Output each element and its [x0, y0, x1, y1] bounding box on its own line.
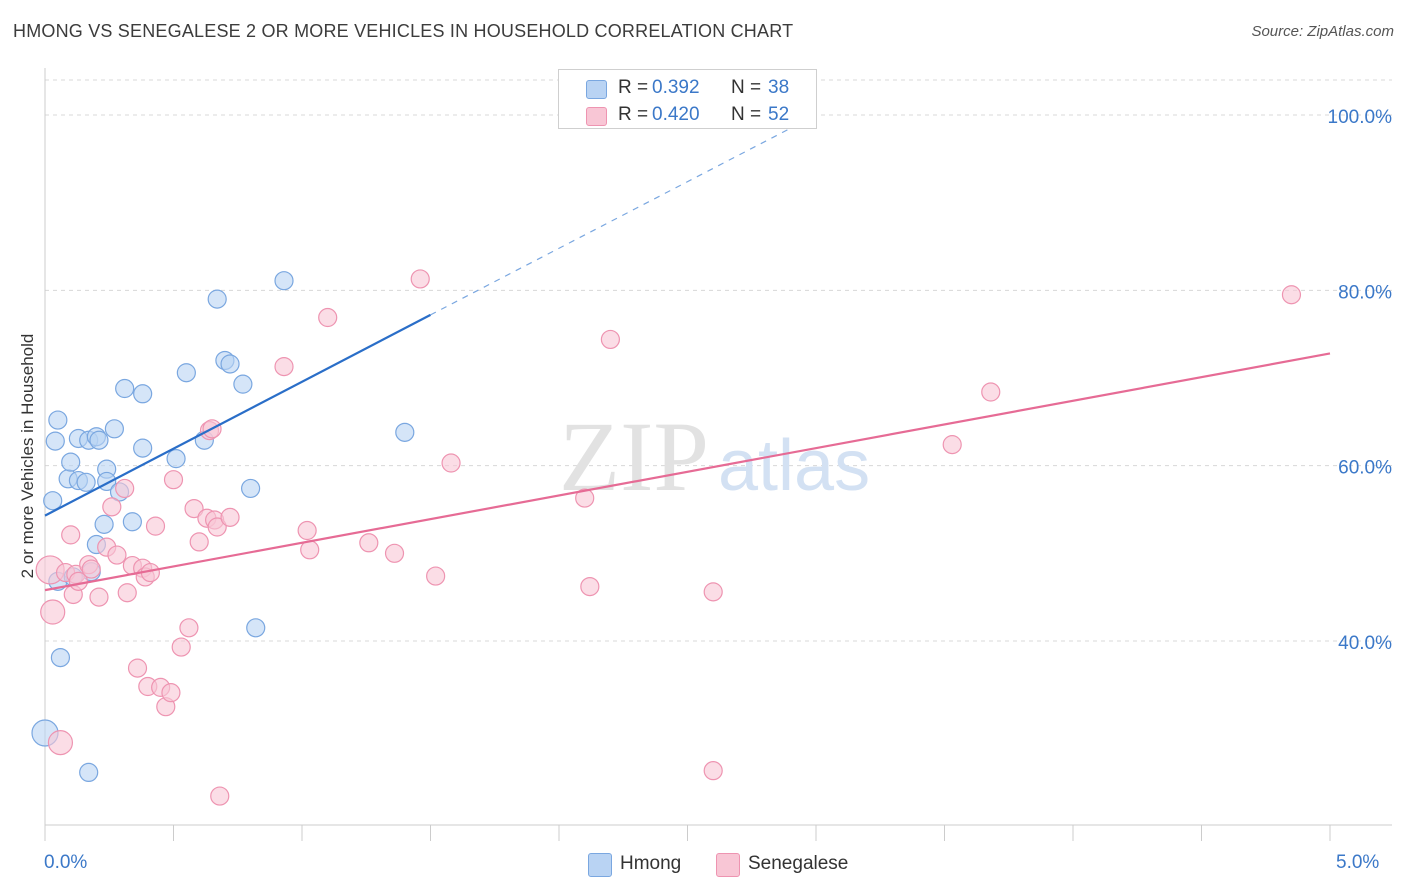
hmong-point [61, 452, 81, 472]
grid-layer [45, 79, 1392, 642]
hmong-point [166, 449, 186, 469]
hmong-point [133, 438, 153, 458]
senegalese-point [145, 516, 166, 536]
hmong-point [241, 478, 261, 499]
hmong-point [133, 384, 153, 404]
hmong-point [104, 419, 124, 439]
senegalese-point [575, 488, 595, 508]
legend-n-value-hmong: 38 [768, 77, 790, 98]
senegalese-point [81, 559, 101, 579]
legend-r-value-hmong: 0.392 [652, 77, 700, 98]
watermark-atlas: atlas [718, 426, 870, 506]
senegalese-trend-line [44, 352, 1331, 592]
hmong-point [176, 363, 196, 383]
y-axis-label: 2 or more Vehicles in Household [18, 333, 37, 579]
senegalese-point [127, 658, 148, 678]
legend-name-hmong: Hmong [620, 853, 682, 874]
senegalese-point [61, 525, 81, 545]
senegalese-point [210, 786, 230, 806]
senegalese-point [184, 498, 204, 519]
axis-layer [44, 68, 1392, 841]
senegalese-point [580, 576, 600, 597]
y-tick-label: 60.0% [1338, 458, 1392, 479]
y-tick-label: 80.0% [1338, 282, 1392, 303]
hmong-trend-extension [430, 114, 817, 316]
senegalese-point [426, 566, 446, 586]
hmong-point [50, 647, 71, 668]
senegalese-swatch [716, 853, 740, 877]
senegalese-point [942, 435, 962, 455]
y-tick-label: 100.0% [1328, 107, 1393, 128]
senegalese-point [600, 329, 621, 350]
senegalese-point [107, 545, 127, 565]
x-tick-min: 0.0% [44, 852, 88, 873]
hmong-point [274, 271, 294, 291]
source-label: Source: ZipAtlas.com [1251, 23, 1394, 40]
stats-legend: R = 0.392 N = 38 R = 0.420 N = 52 [558, 69, 817, 129]
trend-layer [44, 114, 1331, 592]
hmong-swatch [588, 853, 612, 877]
senegalese-point [179, 618, 199, 638]
legend-r-label: R = [618, 77, 649, 98]
senegalese-point [161, 683, 181, 703]
hmong-point [45, 431, 65, 451]
senegalese-point [47, 730, 74, 756]
legend-n-label: N = [731, 104, 762, 125]
senegalese-point [115, 478, 135, 499]
senegalese-point [171, 637, 191, 657]
points-layer [31, 269, 1302, 806]
legend-n-label: N = [731, 77, 762, 98]
legend-n-value-senegalese: 52 [768, 104, 790, 125]
chart-title: HMONG VS SENEGALESE 2 OR MORE VEHICLES I… [13, 21, 794, 41]
legend-name-senegalese: Senegalese [748, 853, 849, 874]
senegalese-point [318, 307, 338, 328]
senegalese-point [1281, 285, 1302, 305]
hmong-trend-line [44, 313, 432, 517]
x-tick-max: 5.0% [1336, 852, 1380, 873]
senegalese-point [102, 497, 122, 517]
senegalese-point [117, 583, 137, 603]
senegalese-point [297, 520, 317, 541]
hmong-point [246, 618, 266, 638]
hmong-point [48, 410, 68, 430]
senegalese-swatch [586, 107, 607, 126]
senegalese-point [220, 507, 240, 527]
senegalese-point [359, 533, 379, 553]
y-tick-labels: 40.0% 60.0% 80.0% 100.0% [1328, 107, 1393, 654]
legend-r-value-senegalese: 0.420 [652, 104, 700, 125]
hmong-point [89, 430, 109, 450]
hmong-swatch [586, 80, 607, 99]
senegalese-point [207, 517, 227, 537]
hmong-point [79, 762, 99, 783]
hmong-point [115, 378, 135, 399]
senegalese-point [189, 532, 209, 552]
senegalese-point [384, 543, 405, 563]
senegalese-point [40, 599, 66, 625]
senegalese-point [703, 582, 723, 602]
legend-r-label: R = [618, 104, 649, 125]
senegalese-point [163, 470, 184, 490]
senegalese-point [89, 587, 109, 607]
senegalese-point [274, 357, 294, 377]
hmong-point [122, 512, 142, 532]
senegalese-point [703, 761, 723, 781]
hmong-point [43, 491, 63, 511]
y-tick-label: 40.0% [1338, 633, 1392, 654]
hmong-point [395, 422, 415, 442]
senegalese-point [410, 269, 430, 289]
hmong-point [207, 289, 227, 309]
hmong-point [233, 374, 253, 394]
hmong-point [220, 354, 240, 374]
senegalese-point [441, 453, 461, 473]
hmong-point [76, 472, 96, 492]
senegalese-point [981, 382, 1001, 402]
hmong-point [94, 514, 114, 534]
